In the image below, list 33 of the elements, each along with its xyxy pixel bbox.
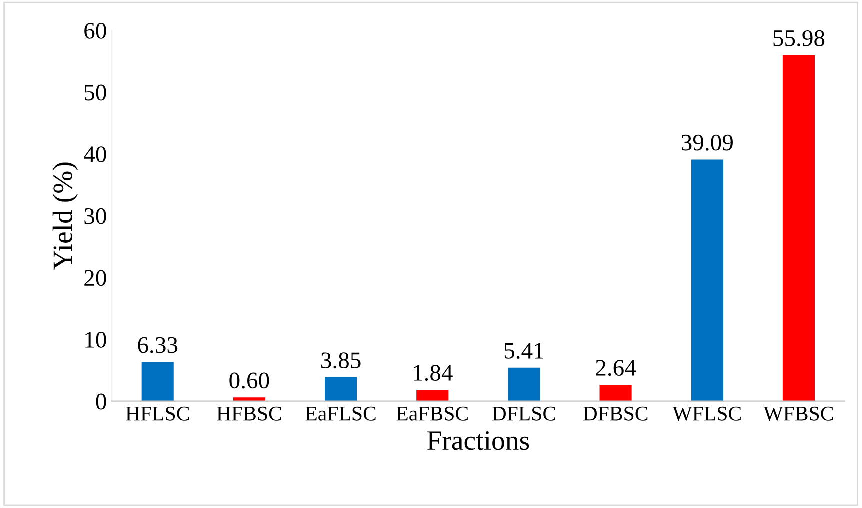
data-label: 5.41	[504, 343, 544, 360]
x-tick-label: HFLSC	[126, 406, 190, 421]
data-label: 3.85	[322, 352, 361, 369]
bar	[325, 378, 358, 402]
bar	[600, 385, 632, 402]
data-label: 1.84	[414, 365, 453, 382]
data-label: 2.64	[596, 360, 636, 376]
y-axis-title: Yield (%)	[52, 162, 78, 270]
x-tick-label: WFLSC	[672, 406, 741, 421]
bar	[233, 398, 266, 402]
y-tick-label: 20	[84, 270, 106, 286]
bar	[691, 160, 724, 402]
bar	[782, 55, 815, 402]
x-tick-label: DFBSC	[583, 406, 648, 421]
y-tick-label: 0	[96, 394, 106, 410]
x-tick-label: DFLSC	[492, 406, 556, 421]
x-tick-label: HFBSC	[217, 406, 282, 421]
y-tick-label: 40	[84, 146, 106, 163]
bar	[142, 362, 174, 402]
data-label: 0.60	[230, 372, 270, 389]
x-tick-label: EaFBSC	[396, 406, 468, 421]
y-tick-label: 30	[84, 208, 106, 224]
y-tick-label: 10	[86, 332, 106, 348]
x-axis-title: Fractions	[428, 432, 530, 450]
bar	[508, 368, 540, 402]
bar	[416, 390, 449, 402]
x-tick-label: EaFLSC	[306, 406, 376, 421]
x-tick-label: WFBSC	[764, 406, 834, 421]
data-label: 55.98	[774, 30, 825, 46]
y-tick-label: 60	[84, 22, 106, 39]
y-tick-label: 50	[84, 84, 106, 101]
data-label: 39.09	[682, 134, 733, 151]
data-label: 6.33	[138, 337, 178, 354]
